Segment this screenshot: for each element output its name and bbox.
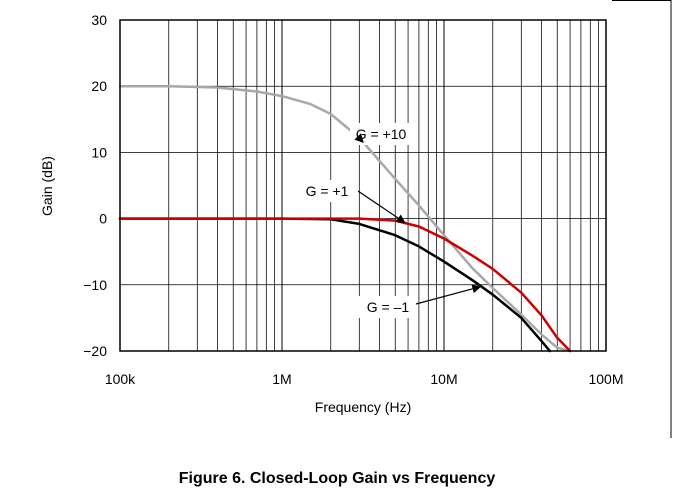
callout-arrow-line <box>415 288 473 305</box>
y-axis-label: Gain (dB) <box>39 156 55 216</box>
callout-background <box>350 123 412 145</box>
y-tick-label: 30 <box>91 12 107 28</box>
callout-background <box>298 180 356 202</box>
x-tick-label: 100M <box>588 371 623 387</box>
callout-arrowhead <box>471 284 482 294</box>
x-tick-label: 100k <box>105 371 136 387</box>
series-line-1 <box>118 217 572 353</box>
y-tick-label: −10 <box>83 277 107 293</box>
callout-arrowhead <box>354 133 364 144</box>
y-tick-label: −20 <box>83 343 107 359</box>
x-tick-label: 10M <box>430 371 457 387</box>
series-label: G = –1 <box>367 299 410 315</box>
series-lines <box>118 84 572 353</box>
grid <box>120 20 606 351</box>
series-label: G = +10 <box>356 126 407 142</box>
y-tick-label: 0 <box>99 211 107 227</box>
tick-labels: 100k 1M 10M 100M −20 −10 0 10 20 30 <box>83 12 623 387</box>
series-label: G = +1 <box>306 183 349 199</box>
annotations: G = +10 G = +1 G = –1 <box>298 123 482 318</box>
callout-arrowhead <box>395 214 406 224</box>
x-tick-label: 1M <box>272 371 291 387</box>
callout-background <box>358 296 418 318</box>
figure-caption: Figure 6. Closed-Loop Gain vs Frequency <box>179 470 496 487</box>
x-axis-label: Frequency (Hz) <box>315 399 411 415</box>
callout-arrow-line <box>357 190 399 219</box>
plot-area-frame <box>119 19 607 352</box>
y-tick-label: 20 <box>91 78 107 94</box>
y-tick-label: 10 <box>91 144 107 160</box>
series-line-0 <box>118 84 572 353</box>
